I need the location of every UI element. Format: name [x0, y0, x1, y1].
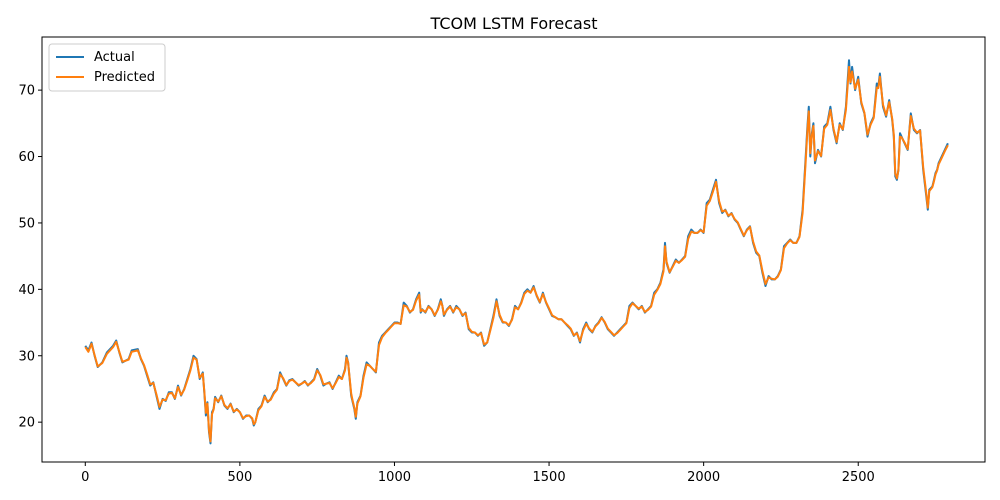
legend-label-predicted: Predicted [94, 70, 155, 85]
series-line-predicted [84, 65, 949, 443]
chart-title: TCOM LSTM Forecast [430, 14, 598, 33]
y-tick-label: 40 [18, 283, 35, 298]
legend: Actual Predicted [48, 43, 166, 92]
plot-frame [41, 36, 986, 463]
x-tick-label: 1500 [533, 470, 566, 485]
y-tick-label: 20 [18, 416, 35, 431]
y-axis: 20 30 40 50 60 70 [18, 84, 42, 431]
x-tick-label: 2000 [687, 470, 720, 485]
x-tick-label: 0 [81, 470, 89, 485]
y-tick-label: 30 [18, 349, 35, 364]
legend-box [48, 43, 166, 92]
y-tick-label: 60 [18, 150, 35, 165]
y-tick-label: 50 [18, 216, 35, 231]
x-tick-label: 500 [227, 470, 252, 485]
series-lines [84, 59, 949, 445]
x-tick-label: 2500 [842, 470, 875, 485]
y-tick-label: 70 [18, 84, 35, 99]
legend-label-actual: Actual [94, 50, 135, 65]
x-tick-label: 1000 [378, 470, 411, 485]
x-axis: 0 500 1000 1500 2000 2500 [81, 462, 875, 485]
plot-area: 0 500 1000 1500 2000 2500 20 30 40 50 60 70 [18, 36, 986, 485]
